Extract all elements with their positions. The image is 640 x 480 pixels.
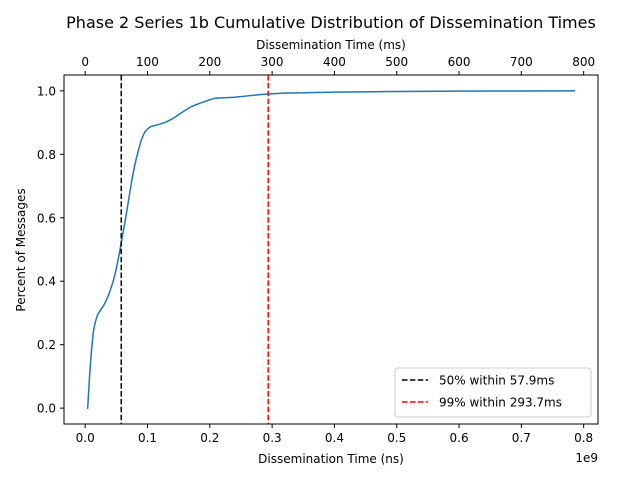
x-tick-label: 0.1	[138, 431, 157, 445]
top-x-tick-label: 200	[198, 55, 221, 69]
y-tick-label: 0.0	[37, 402, 56, 416]
x-tick-label: 0.2	[200, 431, 219, 445]
plot-frame	[63, 74, 599, 425]
legend-entry: 50% within 57.9ms	[439, 374, 554, 388]
x-tick-label: 0.8	[574, 431, 593, 445]
x-axis-offset-text: 1e9	[575, 451, 598, 465]
x-tick-label: 0.5	[387, 431, 406, 445]
y-tick-label: 0.2	[37, 338, 56, 352]
x-tick-label: 0.7	[512, 431, 531, 445]
top-x-tick-label: 600	[448, 55, 471, 69]
series-line-0	[86, 90, 576, 409]
y-axis-label: Percent of Messages	[14, 188, 28, 311]
top-x-tick-label: 100	[136, 55, 159, 69]
x-tick-label: 0.0	[76, 431, 95, 445]
top-x-tick-label: 800	[572, 55, 595, 69]
x-tick-label: 0.6	[450, 431, 469, 445]
top-x-tick-label: 700	[510, 55, 533, 69]
top-x-tick-label: 0	[81, 55, 89, 69]
plot-area: 0.0 0.1 0.2 0.3 0.4 0.5 0.6 0.7 0.8 0 100 200 300 400…	[37, 55, 599, 445]
top-x-tick-label: 300	[261, 55, 284, 69]
y-tick-label: 1.0	[37, 84, 56, 98]
y-tick-label: 0.4	[37, 275, 56, 289]
top-x-axis-label: Dissemination Time (ms)	[256, 38, 406, 52]
y-tick-label: 0.8	[37, 148, 56, 162]
x-axis-label: Dissemination Time (ns)	[258, 452, 404, 466]
legend-box	[394, 367, 592, 418]
top-x-tick-label: 400	[323, 55, 346, 69]
top-x-tick-label: 500	[385, 55, 408, 69]
y-tick-label: 0.6	[37, 211, 56, 225]
x-tick-label: 0.4	[325, 431, 344, 445]
legend-entry: 99% within 293.7ms	[439, 396, 562, 410]
x-tick-label: 0.3	[263, 431, 282, 445]
chart-title: Phase 2 Series 1b Cumulative Distributio…	[66, 13, 596, 32]
